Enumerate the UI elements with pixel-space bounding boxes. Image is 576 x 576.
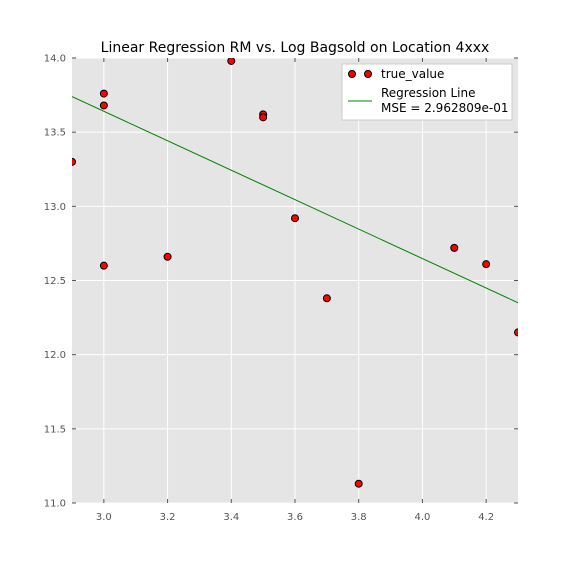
data-point [354,479,363,488]
data-point [72,157,76,166]
y-tick-label: 13.0 [44,202,66,213]
y-tick-label: 14.0 [44,54,66,65]
data-point [322,294,331,303]
legend-true-value-marker [348,70,372,78]
x-tick-label: 4.0 [414,512,430,523]
data-point [514,328,518,337]
legend-label-regression-line: Regression Line [381,86,475,100]
data-point [227,58,236,65]
x-tick-label: 3.2 [160,512,176,523]
data-point [482,260,491,269]
legend-marker-dot [348,70,356,78]
data-point [259,113,268,122]
y-tick-label: 12.0 [44,350,66,361]
data-point [99,261,108,270]
data-point [99,101,108,110]
x-tick-label: 3.6 [287,512,303,523]
regression-line [72,96,518,304]
x-tick-label: 3.4 [223,512,239,523]
x-tick-label: 4.2 [478,512,494,523]
x-axis-tick-labels: 3.0 3.2 3.4 3.6 3.8 4.0 4.2 [96,512,494,523]
legend-label-true-value: true_value [381,67,444,81]
data-point [99,89,108,98]
y-tick-label: 11.0 [44,499,66,510]
y-tick-label: 11.5 [44,424,66,435]
data-point [450,243,459,252]
y-tick-label: 13.5 [44,128,66,139]
data-point [291,214,299,223]
x-tick-label: 3.0 [96,512,112,523]
chart-title: Linear Regression RM vs. Log Bagsold on … [101,40,490,56]
legend-label-mse: MSE = 2.962809e-01 [381,101,508,115]
y-axis-tick-labels: 11.0 11.5 12.0 12.5 13.0 13.5 14.0 [44,54,66,510]
y-tick-label: 12.5 [44,276,66,287]
legend: true_value Regression Line MSE = 2.96280… [341,63,513,121]
x-tick-label: 3.8 [351,512,367,523]
plot-content [72,58,518,488]
axis-ticks [72,57,518,504]
legend-marker-dot [364,70,372,78]
data-point [163,252,172,261]
